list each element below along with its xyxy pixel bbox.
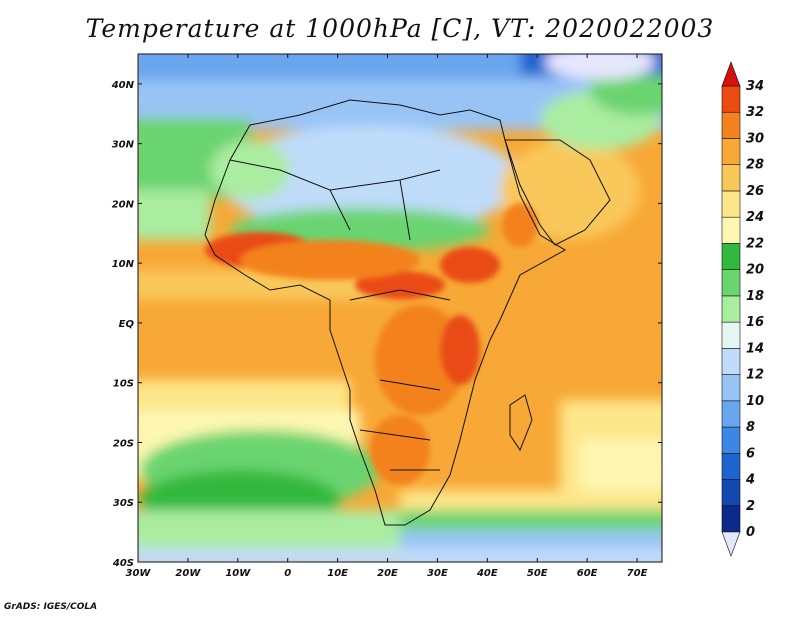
lat-tick-label: EQ	[119, 319, 135, 330]
lon-tick-label: 50E	[527, 568, 548, 579]
lat-tick-label: 10S	[113, 379, 134, 390]
colorbar-over-triangle	[721, 61, 741, 87]
colorbar-segment	[721, 321, 741, 349]
colorbar-label: 26	[746, 184, 764, 199]
colorbar-segment	[721, 479, 741, 507]
colorbar-segment	[721, 374, 741, 402]
lon-tick-label: 60E	[577, 568, 598, 579]
coastline-outline	[204, 99, 611, 526]
colorbar-label: 20	[746, 263, 764, 278]
colorbar-label: 32	[746, 105, 764, 120]
temperature-field	[138, 54, 662, 562]
map-title: Temperature at 1000hPa [C], VT: 20200220…	[85, 14, 715, 43]
colorbar-label: 2	[746, 499, 755, 514]
lon-tick-label: 70E	[627, 568, 648, 579]
colorbar-segment	[721, 216, 741, 244]
colorbar-segment	[721, 505, 741, 533]
colorbar-segment	[721, 426, 741, 454]
lon-tick-label: 30E	[427, 568, 448, 579]
lat-tick-label: 30N	[112, 140, 135, 151]
colorbar-segment	[721, 190, 741, 218]
lat-tick-label: 20N	[112, 199, 135, 210]
colorbar-segment	[721, 400, 741, 428]
colorbar-label: 18	[746, 289, 764, 304]
colorbar-segment	[721, 348, 741, 375]
colorbar-segment	[721, 85, 741, 113]
lon-tick-label: 40E	[476, 568, 498, 579]
colorbar-segment	[721, 452, 741, 480]
lon-tick-label: 30W	[126, 568, 152, 579]
lon-tick-label: 0	[284, 568, 291, 579]
colorbar-label: 28	[746, 158, 764, 173]
colorbar-label: 12	[746, 368, 764, 383]
colorbar-label: 22	[746, 236, 764, 251]
lat-tick-label: 10N	[112, 259, 135, 270]
lat-tick-label: 20S	[113, 438, 134, 449]
colorbar-under-triangle	[721, 531, 741, 557]
lon-tick-label: 10W	[225, 568, 251, 579]
colorbar-label: 10	[746, 394, 764, 409]
colorbar-label: 24	[746, 210, 764, 225]
colorbar-label: 14	[746, 341, 764, 356]
lat-tick-label: 30S	[113, 498, 134, 509]
colorbar-label: 8	[746, 420, 755, 435]
colorbar-segment	[721, 111, 741, 139]
colorbar-segment	[721, 164, 741, 192]
colorbar-label: 30	[746, 131, 764, 146]
colorbar-label: 34	[746, 79, 764, 94]
colorbar-label: 4	[745, 473, 755, 488]
colorbar-segment	[721, 243, 741, 270]
colorbar-segment	[721, 295, 741, 323]
colorbar-segment	[721, 269, 741, 297]
lon-tick-label: 20W	[175, 568, 201, 579]
colorbar-label: 0	[746, 525, 755, 540]
lon-tick-label: 10E	[327, 568, 348, 579]
lon-tick-label: 20E	[377, 568, 398, 579]
colorbar-segment	[721, 138, 741, 166]
latitude-ticks: 40N 30N 20N 10N EQ 10S 20S 30S 40S	[111, 80, 662, 569]
plot-frame	[137, 53, 663, 563]
credit-text: GrADS: IGES/COLA	[4, 602, 98, 612]
colorbar-label: 16	[746, 315, 764, 330]
lat-tick-label: 40S	[112, 558, 134, 569]
colorbar-label: 6	[746, 446, 755, 461]
longitude-ticks: 30W 20W 10W 0 10E 20E 30E 40E 50E 60E 70E	[126, 54, 648, 579]
lat-tick-label: 40N	[111, 80, 135, 91]
